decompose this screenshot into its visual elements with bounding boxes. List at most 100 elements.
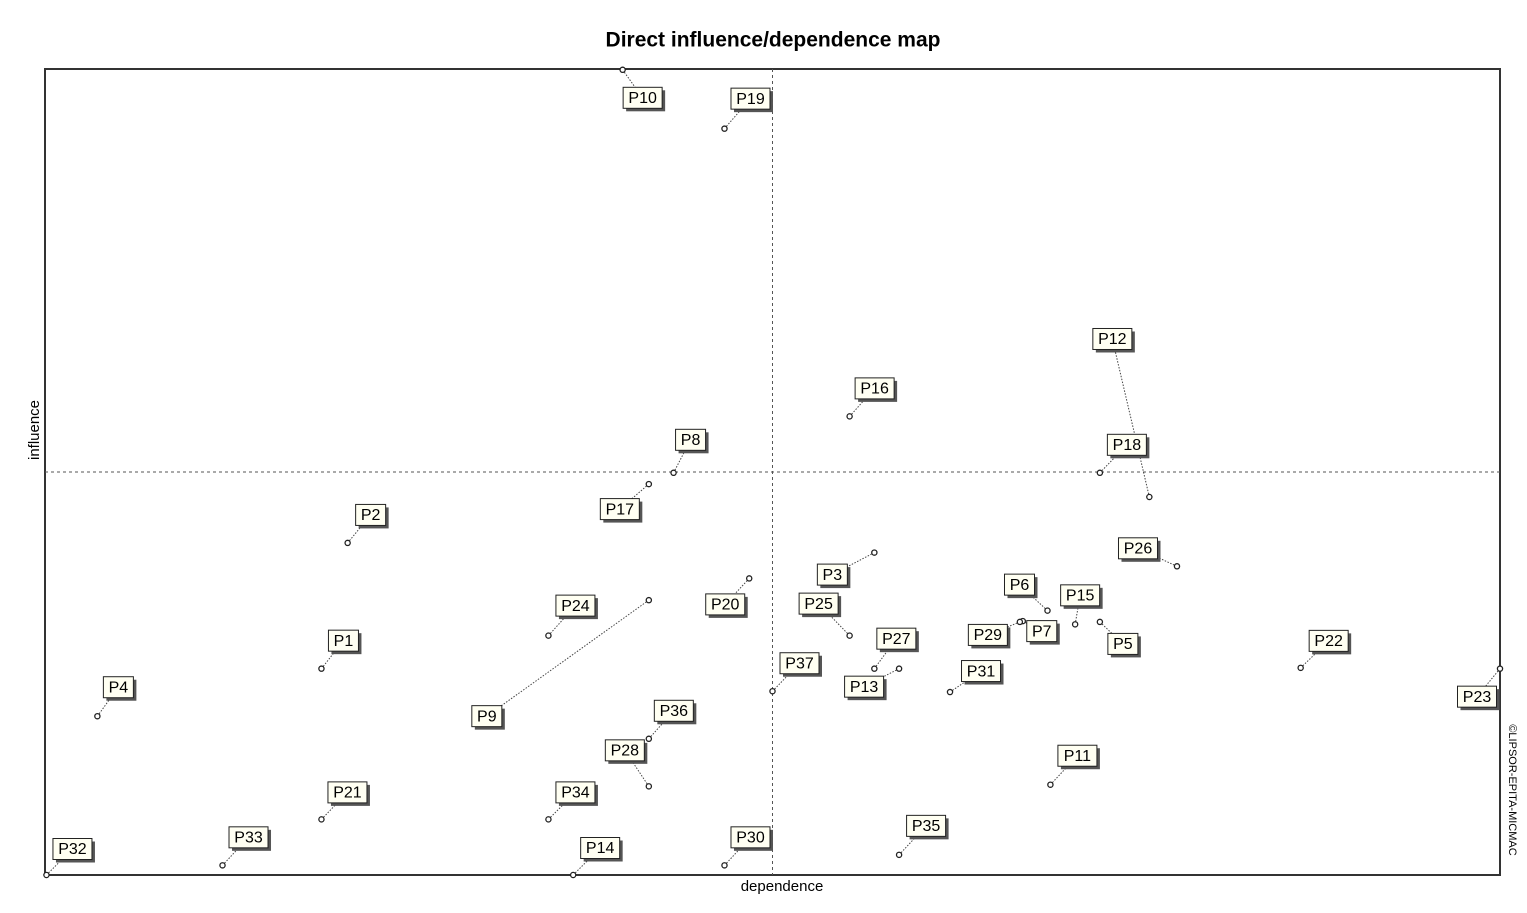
leader-line	[1099, 444, 1128, 474]
label-box	[471, 705, 503, 728]
point	[219, 862, 226, 869]
leader-line	[1022, 620, 1042, 632]
point-label: P4	[109, 679, 129, 696]
point-label: P15	[1066, 588, 1095, 605]
label-box	[355, 503, 387, 526]
points: P10 P19 P12 P16 P8 P18 P17 P2 P26 P3 P20 P24 P9 P25 P6…	[43, 66, 1504, 879]
label-box	[580, 837, 621, 859]
label-box	[906, 814, 947, 837]
label-box	[730, 87, 771, 110]
label-box	[555, 594, 596, 617]
label-box	[653, 699, 694, 722]
point-label: P30	[736, 830, 765, 847]
point-label: P10	[628, 90, 657, 107]
point	[1047, 781, 1054, 788]
point	[871, 549, 878, 556]
label-box	[816, 563, 848, 586]
point-label: P28	[611, 743, 640, 760]
label-box	[228, 826, 269, 849]
point	[645, 735, 653, 743]
point	[846, 413, 853, 420]
point-label: P20	[711, 597, 740, 614]
label-box	[844, 675, 885, 698]
point	[545, 816, 552, 823]
label-box	[967, 623, 1008, 646]
leader-line	[772, 662, 800, 692]
point-label: P17	[606, 501, 635, 518]
label-box	[1457, 685, 1497, 708]
point	[846, 632, 853, 639]
point	[645, 480, 653, 488]
point-label: P5	[1113, 636, 1133, 653]
point	[645, 783, 653, 790]
leader-line	[619, 483, 650, 510]
label-box	[1117, 537, 1158, 560]
label-box	[961, 660, 1002, 683]
label-box	[1308, 629, 1349, 652]
point	[619, 66, 626, 74]
point-label: P21	[333, 785, 362, 802]
point-label: P24	[561, 598, 590, 615]
point-label: P33	[234, 830, 263, 847]
point-label: P27	[882, 631, 911, 648]
point-label: P11	[1064, 748, 1091, 765]
label-box	[622, 86, 663, 109]
point-label: P25	[804, 596, 833, 613]
point-label: P13	[850, 679, 879, 696]
label-box	[327, 781, 368, 804]
label-box	[102, 676, 134, 699]
point	[1146, 493, 1153, 501]
label-box	[779, 652, 820, 675]
label-box	[730, 826, 771, 849]
point	[569, 871, 577, 879]
point-label: P23	[1463, 689, 1492, 706]
point	[1096, 469, 1104, 477]
point	[871, 665, 878, 672]
point-label: P32	[58, 841, 87, 858]
point-label: P8	[681, 432, 701, 449]
label-box	[1107, 632, 1139, 655]
point	[670, 469, 677, 477]
point	[94, 712, 101, 720]
point-label: P3	[823, 567, 843, 584]
point	[1071, 621, 1079, 628]
point	[545, 632, 552, 639]
point-label: P37	[785, 655, 814, 672]
y-axis-label: influence	[26, 400, 43, 460]
label-box	[604, 739, 645, 762]
point	[1016, 618, 1024, 626]
label-box	[1057, 744, 1098, 767]
leader-line	[222, 836, 249, 866]
point-label: P26	[1124, 541, 1153, 558]
point-label: P16	[860, 381, 889, 398]
chart-title: Direct influence/dependence map	[606, 29, 941, 52]
point	[1044, 607, 1051, 614]
point-label: P7	[1032, 623, 1052, 640]
label-box	[854, 377, 895, 400]
point	[769, 687, 776, 695]
label-box	[1026, 620, 1058, 643]
point-label: P6	[1010, 577, 1030, 594]
point	[1297, 664, 1304, 672]
point-label: P19	[736, 91, 765, 108]
point	[895, 851, 903, 859]
point	[1173, 563, 1181, 570]
point	[895, 665, 903, 672]
label-box	[1092, 327, 1133, 350]
point	[721, 125, 728, 132]
point	[1096, 618, 1104, 626]
point	[946, 688, 954, 696]
point	[721, 862, 728, 869]
point-label: P9	[477, 708, 497, 725]
label-box	[599, 498, 640, 521]
point-label: P22	[1314, 633, 1343, 650]
leader-line	[863, 668, 900, 688]
label-box	[798, 592, 839, 615]
label-box	[675, 428, 707, 451]
point-label: P35	[912, 818, 941, 835]
label-box	[52, 838, 93, 860]
leader-line	[724, 836, 751, 866]
point-label: P29	[974, 627, 1003, 644]
point-label: P1	[334, 633, 354, 650]
